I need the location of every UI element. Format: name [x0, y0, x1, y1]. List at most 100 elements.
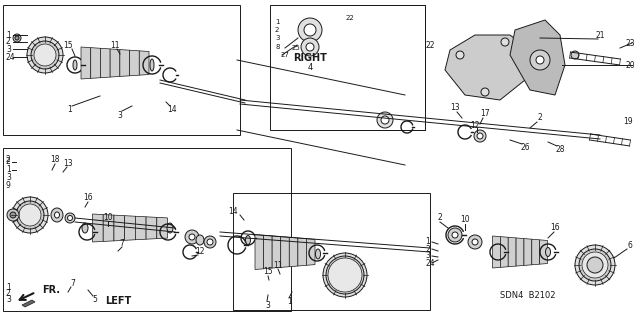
Polygon shape [125, 216, 135, 240]
Circle shape [575, 245, 615, 285]
Text: 1: 1 [425, 238, 429, 247]
Circle shape [10, 212, 16, 218]
Text: LEFT: LEFT [105, 296, 131, 306]
Text: 22: 22 [425, 41, 435, 49]
Text: 2: 2 [275, 27, 280, 33]
Circle shape [501, 38, 509, 46]
Text: 13: 13 [63, 159, 73, 167]
Text: 12: 12 [470, 121, 480, 130]
Text: 2: 2 [538, 114, 542, 122]
Polygon shape [22, 300, 35, 307]
Circle shape [530, 50, 550, 70]
Text: 10: 10 [460, 216, 470, 225]
Polygon shape [445, 35, 530, 100]
Ellipse shape [246, 235, 250, 244]
Text: 13: 13 [450, 103, 460, 113]
Text: 24: 24 [6, 53, 15, 62]
Polygon shape [508, 237, 516, 267]
Ellipse shape [477, 133, 483, 139]
Circle shape [536, 56, 544, 64]
Polygon shape [93, 214, 103, 242]
Text: 17: 17 [480, 109, 490, 118]
Text: 6: 6 [628, 241, 632, 249]
Circle shape [13, 34, 21, 42]
Text: 24: 24 [425, 258, 435, 268]
Ellipse shape [82, 223, 88, 233]
Circle shape [12, 197, 48, 233]
Text: 3: 3 [6, 294, 11, 303]
Ellipse shape [54, 212, 60, 218]
Circle shape [19, 204, 41, 226]
Polygon shape [272, 236, 281, 268]
Text: 2: 2 [6, 158, 11, 167]
Text: 1: 1 [6, 166, 11, 174]
Polygon shape [91, 48, 100, 78]
Polygon shape [103, 215, 114, 241]
Polygon shape [500, 237, 508, 267]
Circle shape [323, 253, 367, 297]
Ellipse shape [452, 232, 458, 238]
Polygon shape [135, 216, 146, 240]
Text: FR.: FR. [42, 285, 60, 295]
Polygon shape [524, 239, 532, 265]
Bar [3, 148, 291, 311]
Ellipse shape [196, 235, 204, 245]
Bar [3, 5, 240, 135]
Ellipse shape [73, 60, 77, 70]
Bar [233, 193, 430, 310]
Text: 3: 3 [275, 35, 280, 41]
Ellipse shape [51, 208, 63, 222]
Text: 2: 2 [6, 155, 11, 165]
Polygon shape [532, 239, 540, 265]
Ellipse shape [316, 249, 321, 259]
Text: 3: 3 [6, 174, 11, 182]
Circle shape [328, 258, 362, 292]
Circle shape [207, 239, 213, 245]
Text: 4: 4 [307, 63, 312, 72]
Circle shape [582, 252, 608, 278]
Text: 5: 5 [93, 295, 97, 305]
Text: 26: 26 [520, 144, 530, 152]
Polygon shape [129, 50, 140, 76]
Circle shape [326, 256, 364, 294]
Polygon shape [81, 47, 91, 79]
Circle shape [579, 249, 611, 281]
Text: 10: 10 [103, 212, 113, 221]
Text: 27: 27 [281, 52, 290, 58]
Text: 1: 1 [68, 106, 72, 115]
Text: 3: 3 [6, 44, 11, 54]
Circle shape [189, 234, 195, 240]
Text: 16: 16 [83, 194, 93, 203]
Polygon shape [540, 240, 547, 264]
Ellipse shape [167, 223, 173, 233]
Circle shape [381, 116, 389, 124]
Text: SDN4  B2102: SDN4 B2102 [500, 291, 556, 300]
Polygon shape [120, 49, 129, 77]
Text: 2: 2 [6, 288, 11, 298]
Polygon shape [264, 235, 272, 269]
Text: 1: 1 [287, 298, 292, 307]
Circle shape [16, 201, 44, 229]
Text: 21: 21 [595, 31, 605, 40]
Ellipse shape [474, 130, 486, 142]
Ellipse shape [545, 248, 550, 256]
Polygon shape [516, 238, 524, 266]
Text: 22: 22 [346, 15, 355, 21]
Ellipse shape [495, 243, 500, 253]
Ellipse shape [448, 228, 462, 242]
Circle shape [185, 230, 199, 244]
Circle shape [34, 44, 56, 66]
Polygon shape [281, 237, 289, 267]
Text: 8: 8 [275, 44, 280, 50]
Text: 2: 2 [6, 38, 11, 47]
Text: 7: 7 [70, 278, 76, 287]
Circle shape [301, 38, 319, 56]
Text: 2: 2 [438, 213, 442, 222]
Polygon shape [114, 215, 125, 241]
Text: 14: 14 [228, 207, 238, 217]
Text: 11: 11 [273, 261, 283, 270]
Text: 3: 3 [118, 110, 122, 120]
Polygon shape [255, 234, 264, 270]
Text: 28: 28 [556, 145, 564, 154]
Ellipse shape [150, 59, 154, 71]
